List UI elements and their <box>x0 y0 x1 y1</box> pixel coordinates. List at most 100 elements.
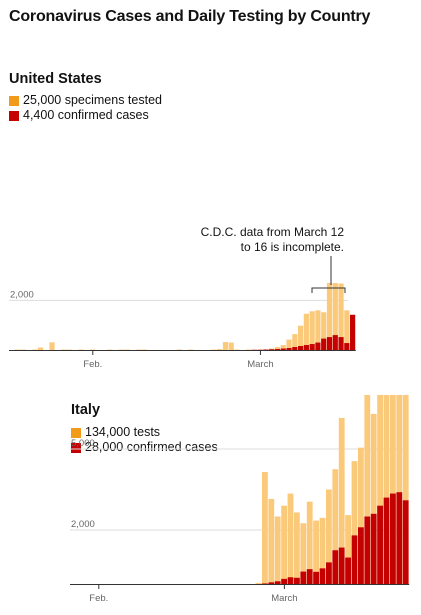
us-country-label: United States <box>9 71 102 87</box>
us-tests-bar <box>228 342 234 350</box>
tests-swatch <box>71 427 81 438</box>
italy-cases-bar <box>377 505 383 584</box>
us-tests-bar <box>222 342 229 350</box>
italy-tests-bar <box>281 505 287 584</box>
us-cases-bar <box>269 349 275 350</box>
us-tests-bar <box>321 312 327 350</box>
annotation-line-1: C.D.C. data from March 12 <box>201 225 345 239</box>
cases-swatch <box>9 110 19 121</box>
italy-tests-bar <box>351 461 358 584</box>
italy-tests-bar <box>345 515 351 584</box>
cases-swatch <box>71 442 81 453</box>
italy-tests-bar <box>294 512 300 584</box>
italy-cases-bar <box>402 500 409 584</box>
us-tests-bar <box>280 345 286 350</box>
italy-y-tick-label: 5,000 <box>71 438 95 449</box>
us-tests-bar <box>326 283 333 350</box>
italy-cases-bar <box>319 568 326 584</box>
italy-tests-bar <box>390 395 396 584</box>
italy-legend: 134,000 tests 28,000 confirmed cases <box>71 425 218 455</box>
italy-cases-bar <box>383 497 390 584</box>
italy-x-tick-label: Feb. <box>89 593 108 604</box>
italy-tests-bar <box>287 493 294 584</box>
italy-cases-bar <box>358 527 364 584</box>
italy-tests-bar <box>262 471 268 584</box>
us-tests-bar <box>49 342 55 350</box>
italy-cases-bar <box>262 583 268 584</box>
us-cases-bar <box>321 338 327 350</box>
us-y-tick-label: 2,000 <box>10 289 34 300</box>
us-tests-bar <box>298 325 304 350</box>
italy-tests-bar <box>338 417 345 584</box>
italy-country-label: Italy <box>71 402 101 418</box>
us-tests-bar <box>309 311 315 350</box>
us-tests-bar <box>344 310 350 350</box>
italy-y-tick-label: 2,000 <box>71 519 95 530</box>
us-legend: 25,000 specimens tested 4,400 confirmed … <box>9 93 162 123</box>
us-legend-tests-label: 25,000 specimens tested <box>23 93 162 107</box>
italy-cases-bar <box>287 577 294 584</box>
us-cases-bar <box>292 347 298 350</box>
us-legend-cases-label: 4,400 confirmed cases <box>23 108 149 122</box>
annotation-bracket <box>311 287 346 293</box>
italy-cases-bar <box>351 535 358 584</box>
italy-cases-bar <box>326 562 332 584</box>
italy-legend-tests: 134,000 tests <box>71 425 218 440</box>
us-cases-bar <box>298 346 304 350</box>
italy-cases-bar <box>364 516 371 584</box>
us-legend-cases: 4,400 confirmed cases <box>9 108 162 123</box>
italy-cases-bar <box>294 577 300 584</box>
italy-cases-bar <box>313 571 319 584</box>
us-cases-bar <box>344 343 350 350</box>
italy-cases-bar <box>345 557 351 584</box>
us-cases-bar <box>280 348 286 350</box>
italy-tests-bar <box>396 395 403 584</box>
us-x-tick-label: Feb. <box>83 359 102 370</box>
us-cases-bar <box>303 345 309 350</box>
tests-swatch <box>9 95 19 106</box>
italy-legend-tests-label: 134,000 tests <box>85 425 161 439</box>
italy-cases-bar <box>396 492 403 584</box>
us-cases-bar <box>338 337 344 350</box>
us-cases-bar <box>309 344 315 350</box>
italy-cases-bar <box>300 571 307 584</box>
us-tests-bar <box>292 334 298 350</box>
italy-tests-bar <box>319 517 326 584</box>
us-tests-bar <box>217 349 223 350</box>
us-tests-bar <box>315 310 321 350</box>
italy-tests-bar <box>255 582 262 584</box>
italy-tests-bar <box>300 523 307 584</box>
italy-tests-bar <box>358 447 364 584</box>
us-tests-bar <box>286 339 292 350</box>
italy-tests-bar <box>364 395 371 584</box>
us-tests-bar <box>37 347 44 350</box>
us-cases-bar <box>274 349 281 350</box>
italy-tests-bar <box>326 489 332 584</box>
italy-tests-bar <box>377 395 383 584</box>
italy-cases-bar <box>281 578 287 584</box>
italy-cases-bar <box>306 569 313 584</box>
page-title: Coronavirus Cases and Daily Testing by C… <box>9 8 371 25</box>
us-tests-bar <box>338 283 344 350</box>
italy-cases-bar <box>268 582 275 584</box>
italy-tests-bar <box>274 516 281 584</box>
italy-cases-bar <box>338 547 345 584</box>
italy-cases-bar <box>332 550 339 584</box>
us-tests-bar <box>332 283 338 350</box>
italy-tests-bar <box>313 520 319 584</box>
italy-cases-bar <box>390 493 396 584</box>
us-cases-bar <box>315 342 321 350</box>
us-tests-bar <box>303 313 309 350</box>
italy-cases-bar <box>370 513 377 584</box>
us-cases-bar <box>286 348 292 350</box>
us-cases-bar <box>332 335 338 350</box>
us-legend-tests: 25,000 specimens tested <box>9 93 162 108</box>
us-tests-bar <box>274 347 281 350</box>
italy-legend-cases-label: 28,000 confirmed cases <box>85 440 218 454</box>
italy-tests-bar <box>370 413 377 584</box>
italy-legend-cases: 28,000 confirmed cases <box>71 440 218 455</box>
italy-tests-bar <box>383 395 390 584</box>
italy-tests-bar <box>268 498 275 584</box>
us-cases-bar <box>326 337 333 350</box>
